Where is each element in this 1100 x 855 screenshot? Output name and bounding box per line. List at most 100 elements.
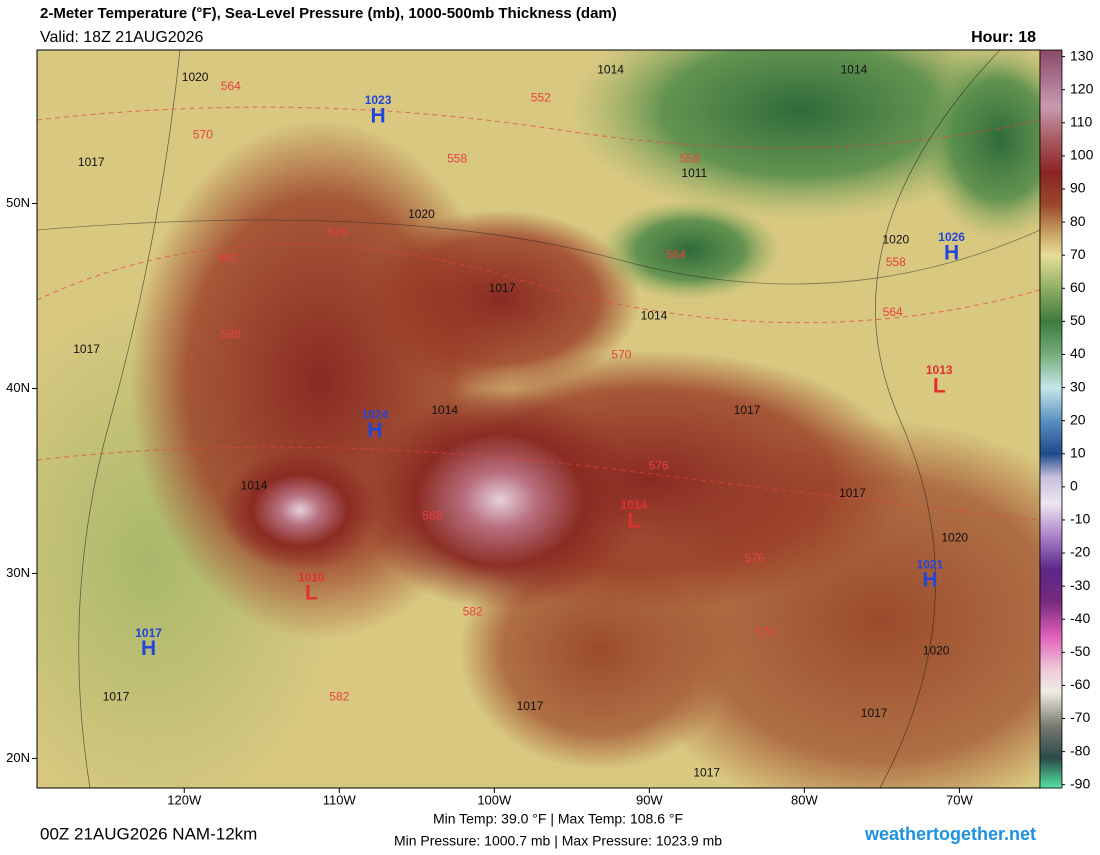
colorbar-tick-label: -80 — [1070, 742, 1090, 758]
y-tick-label: 20N — [6, 750, 30, 765]
thickness-label: 582 — [463, 604, 483, 618]
colorbar-tick-label: 90 — [1070, 180, 1086, 196]
isobar-label: 1014 — [841, 63, 868, 77]
x-tick-label: 100W — [477, 792, 512, 807]
colorbar-tick-label: 130 — [1070, 47, 1094, 63]
x-tick-label: 70W — [946, 792, 973, 807]
colorbar-tick-label: 40 — [1070, 345, 1086, 361]
colorbar-segment — [1040, 453, 1062, 478]
colorbar-segment — [1040, 50, 1062, 107]
center-letter: H — [367, 419, 382, 442]
isobar-label: 1017 — [517, 699, 544, 713]
isobar-label: 1017 — [73, 342, 100, 356]
thickness-label: 570 — [611, 347, 631, 361]
isobar-label: 1017 — [78, 155, 105, 169]
center-pressure: 1017 — [135, 626, 162, 640]
colorbar-tick-label: -60 — [1070, 676, 1090, 692]
thickness-label: 564 — [883, 305, 903, 319]
colorbar-segment — [1040, 106, 1062, 140]
thickness-label: 588 — [422, 508, 442, 522]
colorbar-segment — [1040, 569, 1062, 604]
thickness-label: 552 — [531, 90, 551, 104]
isobar-label: 1020 — [882, 233, 909, 247]
colorbar-segment — [1040, 139, 1062, 173]
thickness-label: 564 — [666, 247, 686, 261]
x-tick-label: 90W — [636, 792, 663, 807]
colorbar-segment — [1040, 668, 1062, 693]
colorbar-segment — [1040, 172, 1062, 207]
center-pressure: 1024 — [362, 407, 389, 421]
colorbar-segment — [1040, 420, 1062, 455]
thickness-label: 570 — [193, 127, 213, 141]
isobar-label: 1014 — [641, 309, 668, 323]
thickness-label: 582 — [218, 251, 238, 265]
colorbar-tick-label: 100 — [1070, 147, 1094, 163]
center-letter: L — [933, 374, 946, 397]
colorbar-tick-label: 80 — [1070, 213, 1086, 229]
colorbar-tick-label: 20 — [1070, 411, 1086, 427]
y-tick-label: 30N — [6, 565, 30, 580]
colorbar-tick-label: -10 — [1070, 511, 1090, 527]
y-tick-label: 50N — [6, 195, 30, 210]
colorbar-segment — [1040, 387, 1062, 422]
thickness-label: 576 — [328, 225, 348, 239]
colorbar-segment — [1040, 758, 1062, 789]
thickness-label: 576 — [756, 625, 776, 639]
colorbar-segment — [1040, 602, 1062, 637]
colorbar-tick-label: 30 — [1070, 378, 1086, 394]
thickness-label: 558 — [447, 151, 467, 165]
colorbar-segment — [1040, 635, 1062, 670]
colorbar-segment — [1040, 288, 1062, 322]
isobar-label: 1017 — [861, 706, 888, 720]
isobar-label: 1017 — [693, 765, 720, 779]
chart-title: 2-Meter Temperature (°F), Sea-Level Pres… — [40, 5, 617, 22]
center-pressure: 1010 — [298, 570, 325, 584]
temp-range: Min Temp: 39.0 °F | Max Temp: 108.6 °F — [433, 811, 683, 827]
thickness-label: 582 — [329, 690, 349, 704]
colorbar-segment — [1040, 354, 1062, 389]
colorbar-tick-label: -90 — [1070, 775, 1090, 791]
isobar-label: 1017 — [839, 486, 866, 500]
thickness-label: 564 — [221, 79, 241, 93]
isobar-label: 1020 — [923, 643, 950, 657]
colorbar-segment — [1040, 692, 1062, 726]
colorbar-tick-label: -30 — [1070, 577, 1090, 593]
colorbar-tick-label: 60 — [1070, 279, 1086, 295]
colorbar-tick-label: -20 — [1070, 544, 1090, 560]
center-letter: L — [305, 582, 318, 605]
isobar-label: 1017 — [103, 690, 130, 704]
center-pressure: 1013 — [926, 363, 953, 377]
isobar-label: 1017 — [489, 281, 516, 295]
x-tick-label: 80W — [791, 792, 818, 807]
thickness-label: 558 — [680, 151, 700, 165]
colorbar-tick-label: 10 — [1070, 444, 1086, 460]
x-tick-label: 120W — [167, 792, 202, 807]
x-tick-label: 110W — [323, 792, 357, 807]
colorbar-segment — [1040, 255, 1062, 289]
center-pressure: 1014 — [620, 498, 647, 512]
colorbar-tick-label: -50 — [1070, 643, 1090, 659]
colorbar-segment — [1040, 232, 1062, 256]
colorbar-segment — [1040, 536, 1062, 571]
isobar-label: 1020 — [941, 530, 968, 544]
valid-time: Valid: 18Z 21AUG2026 — [40, 29, 203, 46]
center-letter: H — [944, 241, 959, 264]
thickness-label: 576 — [649, 458, 669, 472]
model-run: 00Z 21AUG2026 NAM-12km — [40, 824, 257, 843]
site-name: weathertogether.net — [864, 824, 1036, 844]
colorbar-segment — [1040, 476, 1062, 504]
isobar-label: 1020 — [408, 207, 435, 221]
isobar-label: 1017 — [734, 403, 761, 417]
thickness-label: 588 — [221, 327, 241, 341]
colorbar-tick-label: -40 — [1070, 610, 1090, 626]
center-letter: L — [627, 510, 640, 533]
y-tick-label: 40N — [6, 380, 30, 395]
thickness-label: 558 — [886, 255, 906, 269]
center-letter: H — [922, 569, 937, 592]
center-pressure: 1023 — [365, 93, 392, 107]
colorbar-segment — [1040, 503, 1062, 537]
isobar-label: 1014 — [597, 63, 624, 77]
colorbar-tick-label: 120 — [1070, 80, 1094, 96]
center-pressure: 1021 — [917, 557, 944, 571]
